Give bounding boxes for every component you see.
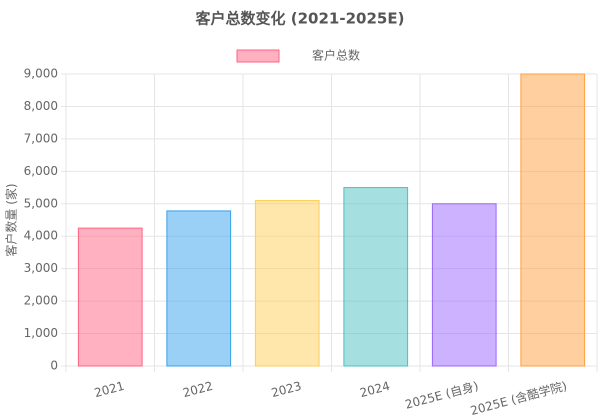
bar <box>77 227 143 367</box>
y-tick-label: 7,000 <box>24 131 58 145</box>
legend-swatch <box>236 49 280 63</box>
x-tick-label: 2022 <box>181 379 214 400</box>
y-tick-label: 0 <box>50 359 58 373</box>
x-tick-label: 2024 <box>358 379 391 400</box>
y-tick-label: 5,000 <box>24 196 58 210</box>
y-tick-label: 6,000 <box>24 164 58 178</box>
y-tick-label: 2,000 <box>24 294 58 308</box>
y-tick-label: 4,000 <box>24 229 58 243</box>
x-tick-label: 2021 <box>93 379 126 400</box>
bar <box>431 203 497 367</box>
bar <box>343 187 409 367</box>
y-tick-label: 8,000 <box>24 99 58 113</box>
x-tick-label: 2025E (含酷学院) <box>469 378 569 418</box>
legend-label: 客户总数 <box>312 48 360 63</box>
bar <box>254 200 320 367</box>
bar <box>520 73 586 367</box>
y-tick-label: 3,000 <box>24 261 58 275</box>
chart-title: 客户总数变化 (2021-2025E) <box>195 10 405 28</box>
y-tick-label: 9,000 <box>24 67 58 81</box>
bar <box>166 210 232 367</box>
y-tick-label: 1,000 <box>24 326 58 340</box>
x-tick-label: 2023 <box>270 379 303 400</box>
x-tick-label: 2025E (自身) <box>403 378 480 412</box>
y-axis-title: 客户数量 (家) <box>4 183 19 256</box>
